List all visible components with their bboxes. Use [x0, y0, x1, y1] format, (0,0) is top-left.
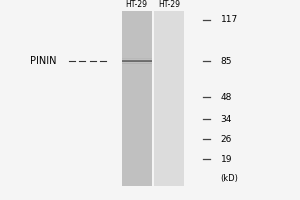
Text: HT-29: HT-29 [125, 0, 148, 9]
Bar [122, 59, 152, 60]
Text: 34: 34 [220, 114, 232, 123]
Text: 48: 48 [220, 92, 232, 102]
Text: (kD): (kD) [220, 174, 238, 184]
Bar [122, 62, 152, 63]
Text: 117: 117 [220, 16, 238, 24]
Bar [122, 63, 152, 64]
Text: 85: 85 [220, 56, 232, 66]
Bar [122, 11, 152, 186]
Text: PININ: PININ [30, 56, 56, 66]
Bar [154, 11, 184, 186]
Bar [122, 61, 152, 62]
Bar [122, 60, 152, 61]
Text: 19: 19 [220, 154, 232, 164]
Text: 26: 26 [220, 134, 232, 144]
Text: HT-29: HT-29 [158, 0, 181, 9]
Bar [122, 58, 152, 59]
